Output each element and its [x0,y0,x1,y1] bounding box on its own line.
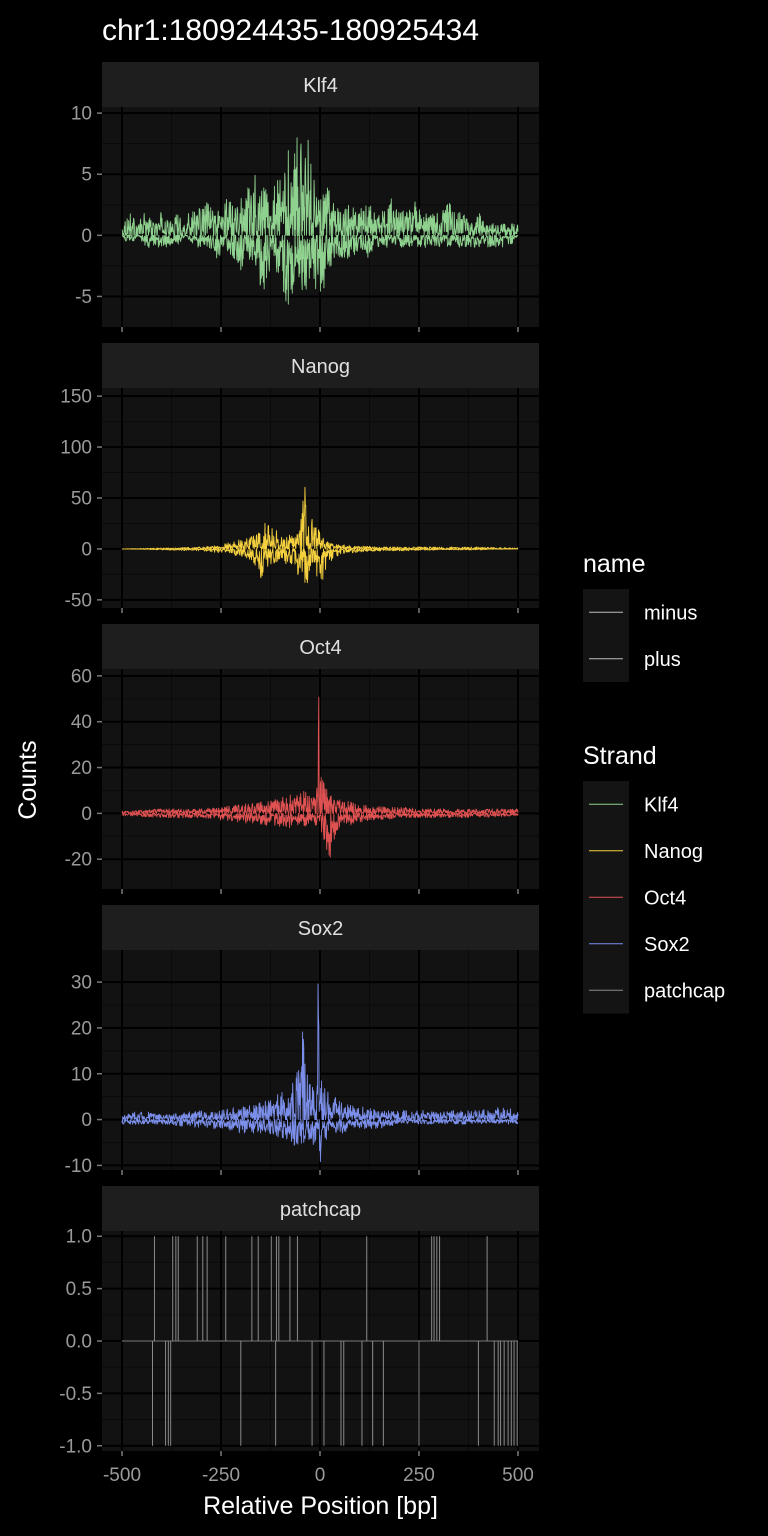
y-tick-label: 40 [71,712,92,733]
y-tick-label: -50 [65,590,92,611]
facet-strip [102,905,539,950]
series-line-minus [121,548,519,584]
facet-panel-sox2: Sox2 -10 0 10 20 30 [65,905,539,1177]
y-tick-label: 100 [60,438,92,459]
legend-title: name [583,550,646,578]
y-tick-label: 0 [81,226,92,247]
series-line-minus [121,234,519,305]
legend-strand: Strand Klf4 Nanog Oct4 Sox2 patchcap [583,742,725,1014]
facet-strip-label: Oct4 [299,637,341,659]
facet-strip-label: patchcap [280,1199,361,1221]
y-tick-label: 0 [81,804,92,825]
facet-strip-label: Nanog [291,356,350,378]
y-tick-label: -5 [75,287,92,308]
facet-panel-oct4: Oct4 -20 0 20 40 60 [65,624,539,894]
legends: name minus plus Strand Klf4 Nanog Oct4 Sox2 patc… [583,550,725,1014]
facet-strip [102,624,539,669]
facet-panel-patchcap: patchcap -1.0 -0.5 0.0 0.5 1.0 [59,1186,539,1457]
legend-label: Sox2 [644,934,690,956]
y-tick-label: 60 [71,666,92,687]
chart-title: chr1:180924435-180925434 [102,14,479,47]
series-line-minus [121,812,519,858]
legend-key-background [583,589,629,682]
y-tick-label: -10 [65,1156,92,1177]
x-axis: -500 -250 0 250 500 [103,1465,534,1486]
y-tick-label: 0 [81,1110,92,1131]
y-tick-label: -1.0 [59,1436,92,1457]
legend-label: minus [644,602,697,624]
facet-panel-klf4: Klf4 -5 0 5 10 [71,62,539,332]
facet-strip [102,62,539,107]
legend-label: patchcap [644,980,725,1002]
x-tick-label: -500 [103,1465,141,1486]
facet-strip-label: Sox2 [298,918,344,940]
legend-label: Nanog [644,841,703,863]
facet-strip-label: Klf4 [303,75,337,97]
y-tick-label: 10 [71,1064,92,1085]
legend-label: Klf4 [644,794,678,816]
y-tick-label: 0 [81,539,92,560]
series-line-minus [121,1119,519,1163]
x-axis-title: Relative Position [bp] [203,1492,438,1520]
legend-label: plus [644,649,681,671]
y-tick-label: 20 [71,758,92,779]
legend-name: name minus plus [583,550,697,682]
facet-panels: Klf4-50510Nanog-50050100150Oct4-20020406… [59,62,539,1457]
x-tick-label: -250 [202,1465,240,1486]
x-tick-label: 500 [502,1465,534,1486]
series-line-plus [121,486,519,550]
facet-strip [102,343,539,388]
y-tick-label: -20 [65,850,92,871]
y-tick-label: 0.0 [66,1332,92,1353]
y-tick-label: 1.0 [66,1227,92,1248]
y-tick-label: 10 [71,104,92,125]
facet-panel-nanog: Nanog -50 0 50 100 150 [60,343,539,613]
facet-strip [102,1186,539,1231]
series-line-plus [121,983,519,1121]
y-tick-label: 5 [81,165,92,186]
legend-label: Oct4 [644,887,686,909]
x-tick-label: 0 [315,1465,326,1486]
y-tick-label: 20 [71,1018,92,1039]
x-tick-label: 250 [403,1465,435,1486]
y-tick-label: 30 [71,973,92,994]
legend-title: Strand [583,742,657,770]
y-tick-label: 0.5 [66,1279,92,1300]
y-tick-label: 150 [60,387,92,408]
y-tick-label: 50 [71,489,92,510]
y-axis-title: Counts [14,740,42,819]
y-tick-label: -0.5 [59,1384,92,1405]
